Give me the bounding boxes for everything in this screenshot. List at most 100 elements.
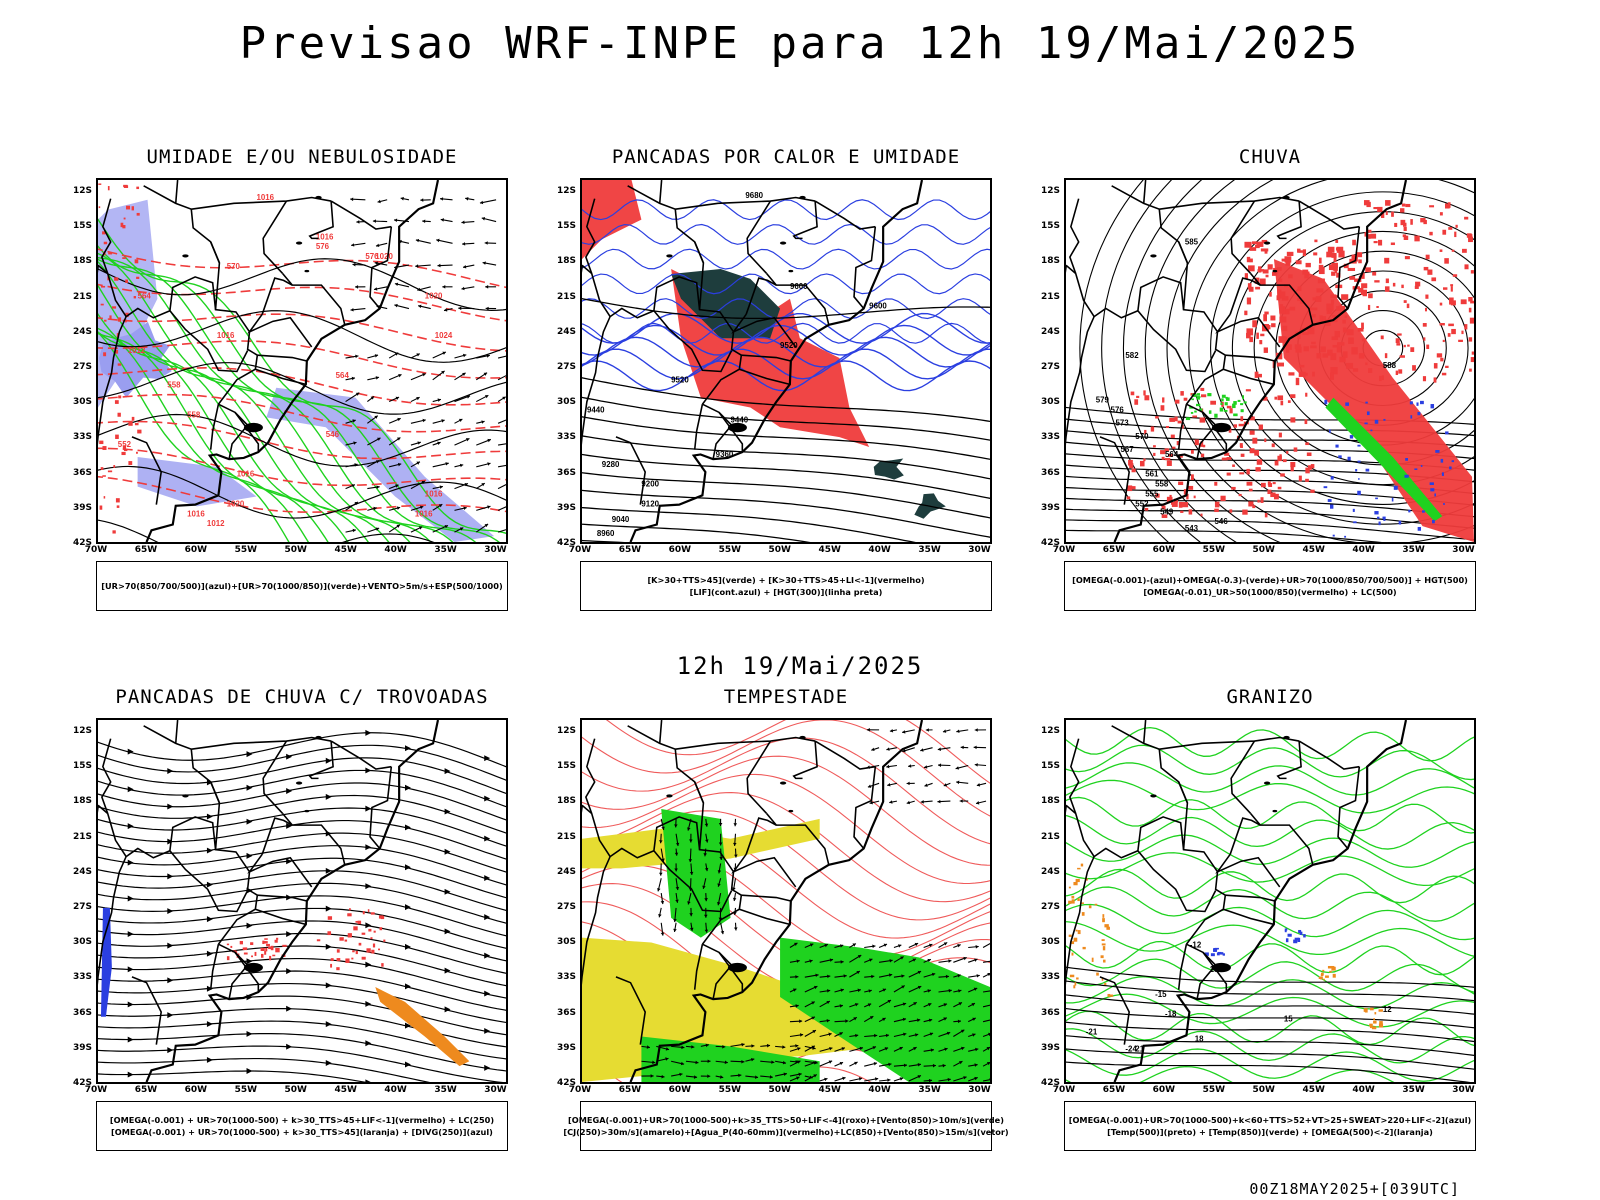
streamline-arrow (167, 873, 174, 880)
red-speckles-dot (125, 312, 129, 318)
omega-500-orange-dot (1369, 1025, 1372, 1029)
omega-red-speckles-dot (1249, 416, 1255, 421)
omega-red-speckles-dot (1161, 514, 1168, 518)
red-thunder-speckles-dot (353, 926, 358, 931)
lif-contour (582, 336, 990, 368)
omega-red-speckles-dot (1317, 278, 1325, 284)
wind-vector-head (463, 506, 467, 511)
omega-red-speckles-dot (1229, 509, 1233, 513)
longitude-label: 45W (818, 1085, 841, 1095)
hail-blue-speckles-dot (1284, 929, 1287, 933)
wind-vector-head (873, 1062, 878, 1066)
political-border (765, 812, 830, 865)
omega-red-speckles-dot (1455, 224, 1458, 228)
legend-line: [LIF](cont.azul) + [HGT(300)](linha pret… (689, 587, 883, 597)
omega-red-speckles-dot (1252, 320, 1257, 328)
wind-vector-head (927, 989, 931, 993)
red-thunder-speckles-dot (327, 931, 332, 936)
omega-red-speckles-dot (1261, 239, 1268, 244)
hgt-300-contour (582, 396, 990, 441)
streamline-arrow (484, 1064, 491, 1071)
contour-label: -24 (1125, 1044, 1137, 1053)
omega-red-speckles-dot (1279, 291, 1286, 299)
omega-red-speckles-dot (1302, 249, 1307, 257)
political-border (261, 817, 293, 855)
humidity-1000-850-contour (98, 258, 477, 542)
streamline (98, 982, 506, 1024)
wind-vector-head (350, 197, 354, 202)
omega-red-speckles-dot (1468, 297, 1473, 302)
omega-red-speckles-dot (1256, 241, 1264, 247)
omega-red-speckles-dot (1221, 457, 1228, 461)
omega-500-orange-west-dot (1101, 943, 1106, 946)
omega-red-speckles-dot (1314, 239, 1318, 243)
omega-red-speckles-dot (1342, 327, 1347, 333)
red-speckles-dot (117, 317, 122, 322)
omega-blue-speckles-dot (1434, 493, 1436, 497)
omega-500-orange-west-dot (1077, 867, 1081, 870)
longitude-label: 70W (1052, 1085, 1076, 1095)
political-border (615, 436, 647, 505)
omega-blue-speckles-dot (1377, 516, 1380, 519)
omega-blue-speckles-dot (1358, 478, 1360, 480)
red-thunder-speckles-dot (366, 948, 371, 953)
wind-vector-head (917, 970, 922, 975)
wind-vector-head (415, 264, 419, 268)
omega-red-speckles-dot (1319, 257, 1322, 264)
wind-vector-head (906, 800, 911, 805)
temp-500-contour (1066, 1021, 1474, 1043)
hail-blue-speckles-dot (1222, 953, 1225, 956)
omega-red-speckles-dot (1214, 508, 1219, 513)
wind-vector-head (718, 842, 723, 846)
latitude-label: 27S (1040, 361, 1060, 372)
omega-red-speckles-dot (1311, 341, 1316, 345)
omega-red-speckles-dot (1297, 331, 1301, 339)
map-frame: 9680 9600 9600 9520 9520 9440 9440 9360 9280 9200… (580, 178, 992, 544)
political-border (209, 781, 221, 804)
wind-vector-head (937, 747, 942, 751)
thickness-500-1000 (98, 393, 506, 433)
omega-red-speckles-dot (1144, 429, 1147, 435)
political-border (1215, 853, 1281, 888)
omega-red-speckles-dot (1128, 459, 1133, 466)
longitude-label: 50W (768, 1085, 791, 1095)
wind-vector-head (811, 1016, 815, 1020)
omega-red-speckles-dot (1297, 298, 1300, 302)
wind-vector-head (839, 944, 844, 948)
omega-red-speckles-dot (1254, 371, 1259, 378)
map-frame: 1016 1016 1020 1020 1024 1016 1012 1016 1020 1016… (96, 178, 508, 544)
omega-red-speckles-dot (1352, 286, 1357, 290)
omega-blue-speckles-dot (1355, 469, 1358, 472)
wind-850-green-south (780, 937, 990, 1082)
political-border (228, 951, 249, 1000)
political-border (658, 720, 663, 744)
contour-label: 570 (1135, 432, 1149, 441)
omega-500-orange-dot (1371, 1026, 1377, 1030)
omega-red-speckles-dot (1373, 207, 1380, 210)
wind-vector-head (889, 729, 894, 733)
omega-red-speckles-dot (1460, 299, 1467, 305)
red-thunder-speckles-dot (226, 956, 230, 961)
wind-vector-head (479, 200, 484, 205)
omega-500-orange-dot (1373, 1018, 1376, 1020)
wind-vector-head (376, 485, 380, 489)
red-speckles-dot (125, 279, 128, 283)
red-thunder-speckles-dot (373, 930, 376, 933)
lake (799, 195, 806, 200)
wind-vector-head (798, 1072, 802, 1077)
omega-red-speckles-dot (1330, 299, 1335, 305)
omega-red-speckles-dot (1169, 494, 1172, 501)
longitude-label: 55W (718, 545, 742, 555)
red-speckles-dot (114, 349, 119, 354)
omega-red-speckles-dot (1403, 344, 1406, 348)
omega-red-speckles-dot (1155, 416, 1159, 419)
wind-vector-head (459, 463, 464, 468)
wind-vector-head (872, 1046, 877, 1050)
wind-vector-head (485, 285, 489, 289)
political-border (693, 404, 704, 450)
map-frame (580, 718, 992, 1084)
omega-red-speckles-dot (1420, 217, 1426, 223)
legend-line: [OMEGA(-0.001) + UR>70(1000-500) + k>30_… (111, 1127, 493, 1137)
political-border (693, 781, 705, 804)
contour-label: -18 (1165, 1010, 1177, 1019)
